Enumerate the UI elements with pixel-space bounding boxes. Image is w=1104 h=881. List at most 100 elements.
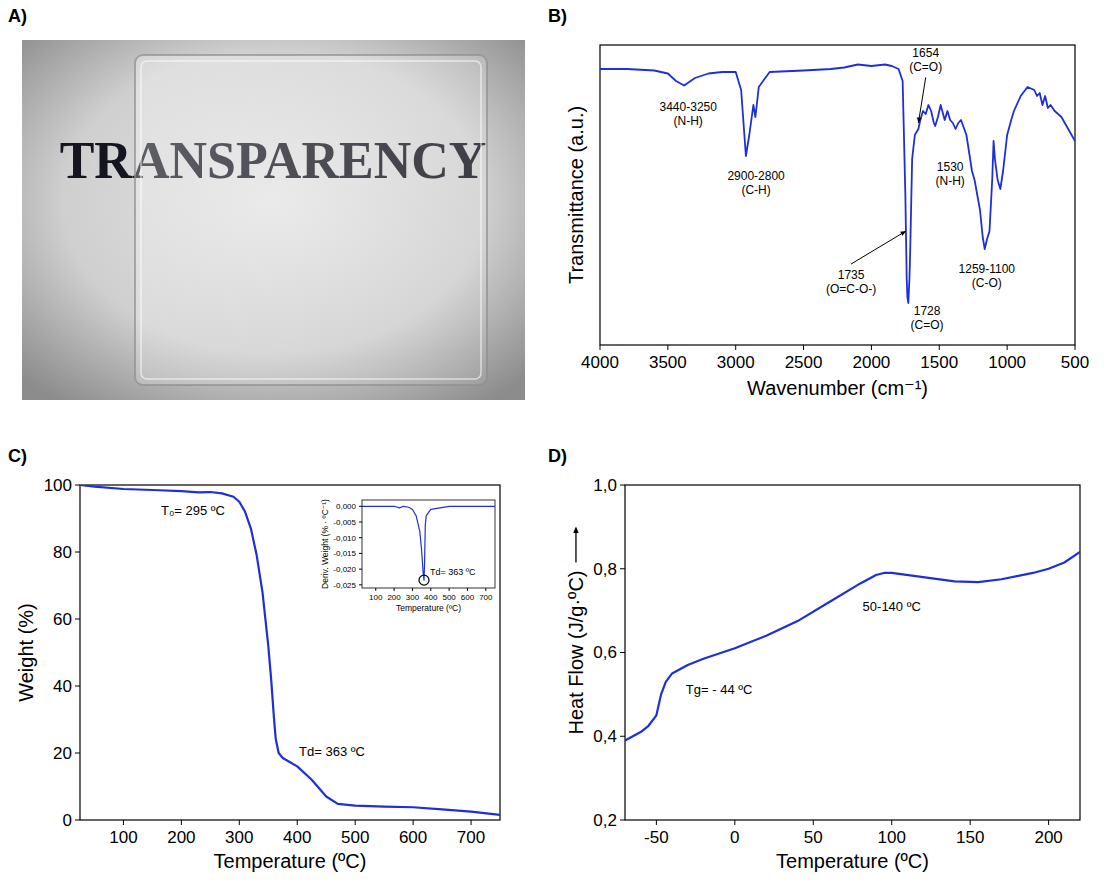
y-tick: [620, 736, 625, 737]
x-tick: [123, 820, 124, 825]
annotation: (C-O): [972, 276, 1002, 290]
y-tick: [75, 619, 80, 620]
x-tick: [1075, 345, 1076, 350]
y-tick-label: 80: [53, 543, 72, 562]
x-tick: [355, 820, 356, 825]
x-tick: [485, 588, 486, 591]
annotation: (N-H): [935, 174, 964, 188]
x-tick-label: 600: [399, 828, 427, 847]
y-tick-label: 20: [53, 744, 72, 763]
x-tick-label: 100: [878, 828, 906, 847]
arrow-head: [900, 231, 906, 236]
x-tick: [735, 345, 736, 350]
y-tick-label: -0,025: [333, 581, 356, 590]
series-group: [625, 552, 1080, 740]
x-tick-label: 300: [225, 828, 253, 847]
y-tick: [75, 485, 80, 486]
y-tick: [359, 522, 362, 523]
annotation: 1735: [838, 268, 865, 282]
x-tick: [939, 345, 940, 350]
x-tick: [1048, 820, 1049, 825]
x-tick-label: 500: [341, 828, 369, 847]
panel-letter: A): [8, 6, 27, 26]
x-tick: [600, 345, 601, 350]
x-tick-label: -50: [644, 828, 669, 847]
data-line: [80, 485, 500, 815]
figure: A)B)C)D)TRANSPARENCY40003500300025002000…: [0, 0, 1104, 881]
annotation: 50-140 ºC: [863, 599, 921, 614]
x-tick-label: 300: [406, 593, 420, 602]
y-tick-label: 0,8: [593, 560, 617, 579]
y-tick-label: 0,2: [593, 811, 617, 830]
x-tick: [412, 588, 413, 591]
y-tick-label: 0,000: [336, 502, 357, 511]
series-group: [362, 506, 495, 580]
annotation-circle: [419, 575, 429, 585]
plot-background: [362, 500, 495, 588]
x-tick-label: 600: [461, 593, 475, 602]
x-axis-title: Temperature (ºC): [776, 850, 929, 872]
y-tick-label: 40: [53, 677, 72, 696]
y-tick-label: 1,0: [593, 476, 617, 495]
y-tick-label: -0,015: [333, 549, 356, 558]
x-tick-label: 1000: [988, 353, 1026, 372]
arrow-head: [917, 117, 922, 123]
y-tick: [75, 686, 80, 687]
y-tick: [359, 553, 362, 554]
x-tick-label: 2000: [853, 353, 891, 372]
data-line: [625, 552, 1080, 740]
y-tick: [620, 652, 625, 653]
plot-frame: [80, 485, 500, 820]
x-tick: [970, 820, 971, 825]
series-group: [600, 65, 1075, 304]
x-tick-label: 100: [369, 593, 383, 602]
x-tick-label: 200: [167, 828, 195, 847]
plot-frame: [362, 500, 495, 588]
series-group: [80, 485, 500, 815]
plot-frame: [600, 45, 1075, 345]
x-tick-label: 700: [457, 828, 485, 847]
x-axis-title: Temperature (ºC): [214, 850, 367, 872]
chart-panel: 100200300400500600700020406080100Tempera…: [15, 476, 500, 872]
photo: TRANSPARENCY: [22, 40, 525, 400]
x-tick: [871, 345, 872, 350]
plot-frame: [625, 485, 1080, 820]
y-tick-label: -0,010: [333, 534, 356, 543]
film-highlight: [141, 61, 481, 379]
chart-panel: -500501001502000,20,40,60,81,0Temperatur…: [565, 476, 1080, 872]
x-axis-title: Wavenumber (cm⁻¹): [747, 377, 928, 399]
annotation-arrow: [851, 231, 906, 264]
x-tick-label: 3000: [717, 353, 755, 372]
x-tick: [656, 820, 657, 825]
x-tick: [467, 588, 468, 591]
transparent-film: [135, 55, 487, 385]
x-tick-label: 2500: [785, 353, 823, 372]
y-tick-label: -0,020: [333, 565, 356, 574]
annotation: (N-H): [674, 114, 703, 128]
x-tick-label: 200: [387, 593, 401, 602]
photo-background: [22, 40, 525, 400]
x-axis-title: Temperature (ºC): [396, 603, 461, 613]
y-axis-title: Transmittance (a.u.): [565, 106, 587, 284]
x-tick-label: 400: [424, 593, 438, 602]
x-tick-label: 0: [730, 828, 739, 847]
y-tick: [620, 820, 625, 821]
x-tick: [297, 820, 298, 825]
chart-panel: 1002003004005006007000,000-0,005-0,010-0…: [320, 499, 495, 613]
annotation: 3440-3250: [660, 100, 718, 114]
x-tick-label: 700: [479, 593, 493, 602]
x-tick-label: 1500: [920, 353, 958, 372]
x-tick-label: 100: [109, 828, 137, 847]
x-tick-label: 400: [283, 828, 311, 847]
x-tick-label: 500: [1061, 353, 1089, 372]
y-tick: [620, 568, 625, 569]
x-tick-label: 50: [804, 828, 823, 847]
x-tick: [471, 820, 472, 825]
x-tick: [239, 820, 240, 825]
x-tick: [803, 345, 804, 350]
x-tick: [413, 820, 414, 825]
y-axis-title: Heat Flow (J/g·ºC): [565, 571, 587, 735]
y-tick-label: 100: [44, 476, 72, 495]
x-tick: [813, 820, 814, 825]
x-tick-label: 200: [1034, 828, 1062, 847]
